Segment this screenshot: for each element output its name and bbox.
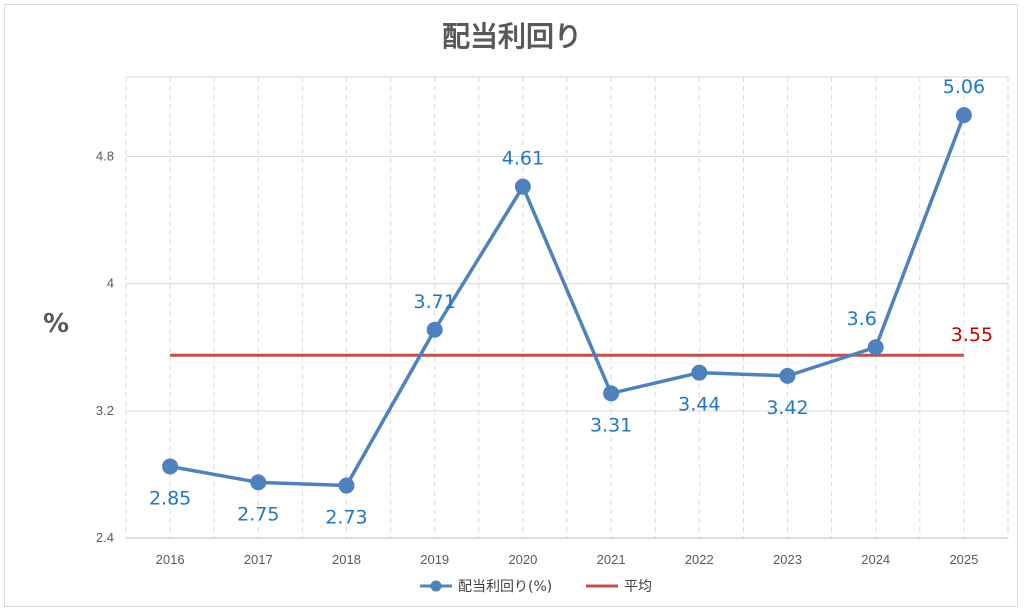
x-tick-label: 2017: [244, 552, 273, 567]
legend-label-yield: 配当利回り(%): [458, 579, 552, 595]
y-tick-label: 3.2: [96, 403, 114, 418]
average-value-label: 3.55: [951, 324, 993, 346]
x-tick-label: 2020: [508, 552, 537, 567]
x-tick-label: 2024: [861, 552, 890, 567]
yield-line: [169, 114, 966, 488]
data-point: [514, 178, 531, 195]
legend-marker-yield: [430, 580, 442, 592]
x-tick-label: 2016: [156, 552, 185, 567]
data-point: [603, 385, 620, 402]
x-tick-label: 2025: [949, 552, 978, 567]
grid-lines: [125, 76, 1009, 538]
data-point: [250, 474, 267, 491]
data-label: 3.44: [678, 394, 720, 416]
data-label: 3.71: [414, 291, 456, 313]
data-label: 2.85: [149, 487, 191, 509]
legend-label-average: 平均: [624, 579, 652, 595]
y-axis-label: %: [43, 309, 69, 339]
data-label: 2.75: [237, 503, 279, 525]
x-tick-label: 2022: [685, 552, 714, 567]
data-label: 4.61: [502, 148, 544, 170]
legend: 配当利回り(%) 平均: [420, 579, 652, 595]
x-tick-label: 2023: [773, 552, 802, 567]
y-tick-label: 4.8: [96, 148, 114, 163]
data-point: [779, 367, 796, 384]
axes: 2.4 3.2 4 4.8 2016 2017 2018 2019 2020 2021 2022 20…: [96, 148, 1008, 567]
y-tick-label: 2.4: [96, 530, 114, 545]
data-label: 3.6: [847, 308, 877, 330]
data-point: [162, 458, 179, 475]
x-tick-label: 2018: [332, 552, 361, 567]
data-label: 3.31: [590, 414, 632, 436]
y-tick-label: 4: [107, 276, 114, 291]
data-label: 3.42: [766, 397, 808, 419]
data-point: [338, 477, 355, 494]
yield-series: [162, 107, 972, 494]
x-tick-label: 2021: [597, 552, 626, 567]
data-point: [426, 321, 443, 338]
data-point: [691, 364, 708, 381]
x-tick-label: 2019: [420, 552, 449, 567]
data-point: [955, 107, 972, 124]
average-series: 3.55: [170, 324, 993, 357]
data-label: 2.73: [325, 507, 367, 529]
data-point: [867, 339, 884, 356]
data-label: 5.06: [943, 76, 985, 98]
chart-frame: [4, 4, 1018, 607]
data-labels: 2.85 2.75 2.73 3.71 4.61 3.31 3.44 3.42 3.6 5.06: [149, 76, 985, 528]
chart-title: 配当利回り: [442, 20, 582, 53]
